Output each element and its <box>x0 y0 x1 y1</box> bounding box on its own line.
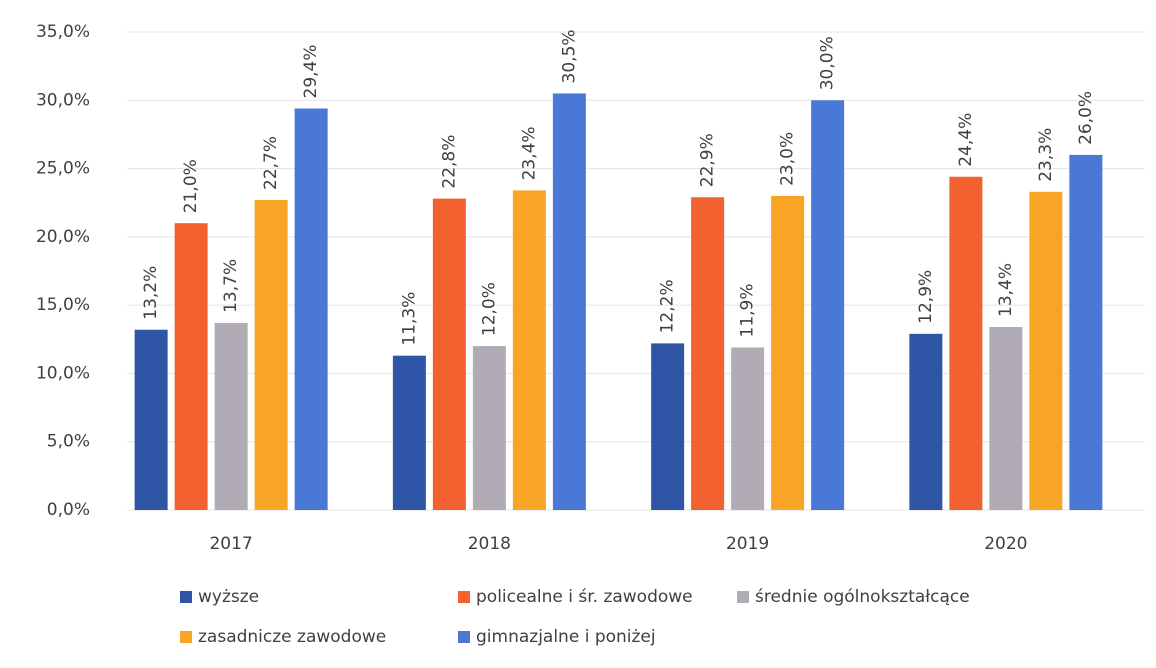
bar <box>1029 191 1063 510</box>
bar <box>1069 154 1103 510</box>
value-label: 13,7% <box>221 259 241 313</box>
y-tick-label: 30,0% <box>36 90 90 110</box>
x-tick-label: 2020 <box>984 534 1027 554</box>
bar <box>472 346 506 510</box>
bar <box>512 190 546 510</box>
y-tick-label: 0,0% <box>47 500 90 520</box>
value-label: 30,0% <box>818 36 838 90</box>
y-tick-label: 5,0% <box>47 432 90 452</box>
x-tick-label: 2019 <box>726 534 769 554</box>
legend-label: średnie ogólnokształcące <box>755 587 970 607</box>
legend-label: wyższe <box>198 587 259 607</box>
y-tick-label: 10,0% <box>36 363 90 383</box>
value-label: 13,2% <box>141 266 161 320</box>
value-label: 29,4% <box>301 44 321 98</box>
value-label: 22,9% <box>698 133 718 187</box>
value-label: 12,0% <box>479 282 499 336</box>
value-label: 12,9% <box>916 270 936 324</box>
value-label: 23,4% <box>519 126 539 180</box>
value-label: 24,4% <box>956 113 976 167</box>
bar <box>174 223 208 510</box>
legend-swatch <box>458 591 470 603</box>
bar <box>771 195 805 510</box>
legend-swatch <box>737 591 749 603</box>
value-label: 11,3% <box>399 292 419 346</box>
x-tick-label: 2017 <box>209 534 252 554</box>
bar <box>909 333 943 510</box>
bar <box>294 108 328 510</box>
bar <box>432 198 466 511</box>
bar <box>552 93 586 510</box>
y-tick-label: 35,0% <box>36 22 90 42</box>
value-label: 12,2% <box>658 279 678 333</box>
legend-swatch <box>180 591 192 603</box>
legend-label: zasadnicze zawodowe <box>198 627 386 647</box>
y-tick-label: 25,0% <box>36 159 90 179</box>
value-label: 30,5% <box>559 29 579 83</box>
bar <box>254 199 288 511</box>
value-label: 22,8% <box>439 135 459 189</box>
bar <box>214 322 248 510</box>
value-label: 21,0% <box>181 159 201 213</box>
legend-label: policealne i śr. zawodowe <box>476 587 693 607</box>
value-label: 23,3% <box>1036 128 1056 182</box>
bar <box>134 329 168 510</box>
value-label: 26,0% <box>1076 91 1096 145</box>
legend-label: gimnazjalne i poniżej <box>476 627 656 647</box>
bar <box>691 197 725 510</box>
legend-swatch <box>458 631 470 643</box>
value-label: 22,7% <box>261 136 281 190</box>
value-label: 11,9% <box>738 283 758 337</box>
bar <box>651 343 685 510</box>
value-label: 13,4% <box>996 263 1016 317</box>
x-tick-label: 2018 <box>468 534 511 554</box>
bar <box>731 347 765 510</box>
bar <box>949 176 983 510</box>
y-tick-label: 20,0% <box>36 227 90 247</box>
legend-swatch <box>180 631 192 643</box>
bar <box>392 355 426 510</box>
value-label: 23,0% <box>778 132 798 186</box>
bar <box>811 100 845 511</box>
y-tick-label: 15,0% <box>36 295 90 315</box>
bar <box>989 326 1023 510</box>
